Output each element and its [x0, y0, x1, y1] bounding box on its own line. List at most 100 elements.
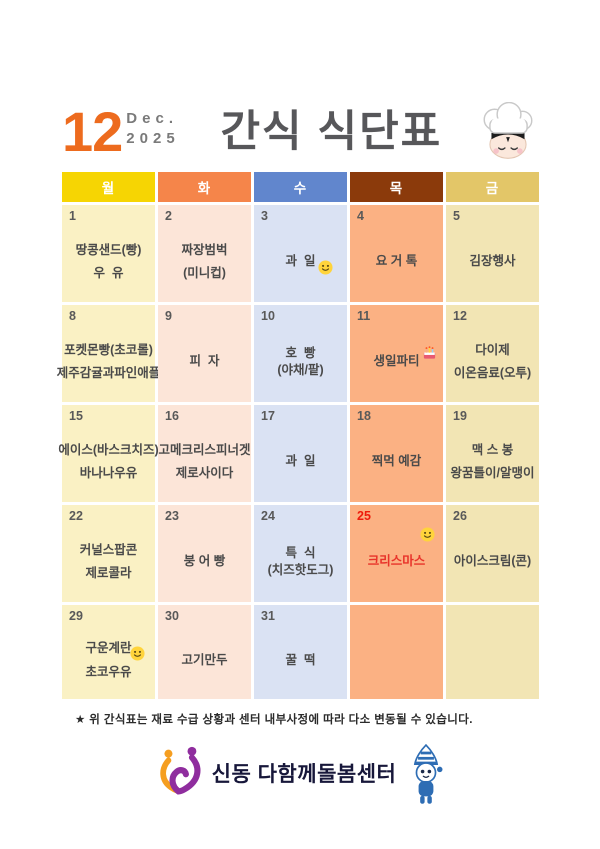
date-label: 5	[453, 209, 460, 223]
calendar-cell-29: 29 구운계란 초코우유	[62, 605, 155, 699]
date-label: 31	[261, 609, 275, 623]
year-label: 2025	[126, 129, 180, 147]
menu-item-text: 꿀 떡	[285, 652, 316, 667]
poster-header: 12 Dec. 2025 간식 식단표	[62, 96, 539, 168]
date-label: 26	[453, 509, 467, 523]
menu-item-text: 제로콜라	[85, 566, 132, 580]
calendar-cell-23: 23 붕 어 빵	[158, 505, 251, 602]
cell-menu-lines: 피 자	[160, 331, 249, 392]
menu-item-text: (야채/팥)	[277, 362, 324, 377]
cell-menu-lines: 붕 어 빵	[160, 531, 249, 592]
footer-logo-row: 신동 다함께돌봄센터	[0, 743, 600, 806]
date-label: 24	[261, 509, 275, 523]
cell-menu-lines: 포켓몬빵(초코롤) 제주감귤과파인애플	[57, 331, 161, 392]
day-header-mon: 월	[62, 172, 155, 202]
date-label: 3	[261, 209, 268, 223]
menu-item-text: 찍먹 예감	[371, 454, 422, 469]
mascot-icon	[408, 743, 444, 806]
menu-item-text: 다이제	[475, 342, 510, 357]
menu-item-text: 피 자	[189, 354, 220, 369]
menu-item-text: 맥 스 봉	[471, 442, 514, 457]
calendar-cell-4: 4 요 거 톡	[350, 205, 443, 302]
menu-item-text: 왕꿈틀이/알맹이	[450, 466, 535, 480]
calendar-cell-31: 31 꿀 떡	[254, 605, 347, 699]
month-number: 12	[62, 99, 123, 163]
calendar-cell-empty	[350, 605, 443, 699]
menu-item-text: 특 식	[285, 546, 316, 561]
calendar-cell-8: 8 포켓몬빵(초코롤) 제주감귤과파인애플	[57, 305, 161, 402]
date-label: 10	[261, 309, 275, 323]
date-label: 18	[357, 409, 371, 423]
date-label: 9	[165, 309, 172, 323]
date-label: 2	[165, 209, 172, 223]
calendar-cell-5: 5 김장행사	[446, 205, 539, 302]
date-label: 19	[453, 409, 467, 423]
calendar-cell-11: 11 생일파티	[350, 305, 443, 402]
cell-menu-lines: 크리스마스	[352, 531, 441, 592]
day-header-fri: 금	[446, 172, 539, 202]
day-header-tue: 화	[158, 172, 251, 202]
cell-menu-lines: 짜장범벅 (미니컵)	[160, 231, 249, 292]
menu-item-text: 땅콩샌드(빵)	[75, 242, 142, 257]
menu-item-text: 구운계란	[85, 641, 132, 656]
calendar-cell-26: 26 아이스크림(콘)	[446, 505, 539, 602]
cell-menu-lines: 땅콩샌드(빵) 우 유	[64, 231, 153, 292]
date-label: 22	[69, 509, 83, 523]
calendar-cell-30: 30 고기만두	[158, 605, 251, 699]
menu-item-text: 붕 어 빵	[183, 554, 226, 569]
menu-item-text: 커널스팝콘	[79, 542, 138, 557]
smiley-icon	[318, 260, 333, 275]
menu-item-text: (미니컵)	[183, 266, 226, 280]
menu-item-text: 에이스(바스크치즈)	[58, 442, 159, 457]
month-block: 12 Dec. 2025	[62, 99, 180, 163]
date-label: 25	[357, 509, 371, 523]
cell-menu-lines: 꿀 떡	[256, 631, 345, 689]
calendar-cell-18: 18 찍먹 예감	[350, 405, 443, 502]
date-label: 12	[453, 309, 467, 323]
calendar-cell-25: 25 크리스마스	[350, 505, 443, 602]
cell-menu-lines: 아이스크림(콘)	[448, 531, 537, 592]
cell-menu-lines: 에이스(바스크치즈) 바나나우유	[58, 431, 158, 492]
date-label: 16	[165, 409, 179, 423]
calendar-grid: 월 화 수 목 금 1 땅콩샌드(빵) 우 유 2 짜장범벅 (미니컵) 3 과 일 4 요 거 톡 5 김장행…	[57, 172, 539, 699]
calendar-cell-17: 17 과 일	[254, 405, 347, 502]
menu-item-text: 요 거 톡	[375, 254, 418, 269]
calendar-cell-3: 3 과 일	[254, 205, 347, 302]
month-abbr: Dec.	[126, 109, 178, 127]
menu-item-text: 김장행사	[469, 254, 516, 269]
cell-menu-lines: 호 빵 (야채/팥)	[256, 331, 345, 392]
cell-menu-lines: 다이제 이온음료(오투)	[448, 331, 537, 392]
date-label: 11	[357, 309, 371, 323]
footnote: ★ 위 간식표는 재료 수급 상황과 센터 내부사정에 따라 다소 변동될 수 …	[75, 714, 473, 726]
heart-logo-icon	[156, 746, 202, 800]
menu-item-text: 초코우유	[85, 664, 132, 679]
cell-menu-lines: 찍먹 예감	[352, 431, 441, 492]
menu-item-text: 크리스마스	[367, 554, 426, 569]
calendar-cell-10: 10 호 빵 (야채/팥)	[254, 305, 347, 402]
cell-menu-lines: 과 일	[256, 231, 345, 292]
menu-item-text: 호 빵	[285, 346, 316, 361]
menu-item-text: 제주감귤과파인애플	[56, 366, 161, 380]
calendar-cell-2: 2 짜장범벅 (미니컵)	[158, 205, 251, 302]
menu-item-text: 포켓몬빵(초코롤)	[64, 342, 153, 357]
menu-item-text: 과 일	[285, 254, 316, 269]
menu-item-text: 고메크리스피너겟	[158, 442, 251, 457]
smiley-icon	[130, 646, 145, 661]
menu-item-text: 제로사이다	[175, 466, 234, 480]
date-label: 15	[69, 409, 83, 423]
calendar-cell-12: 12 다이제 이온음료(오투)	[446, 305, 539, 402]
menu-item-text: 생일파티	[373, 354, 420, 369]
menu-item-text: 짜장범벅	[181, 242, 228, 257]
calendar-cell-empty	[446, 605, 539, 699]
day-header-wed: 수	[254, 172, 347, 202]
cake-icon	[422, 345, 437, 360]
date-label: 23	[165, 509, 179, 523]
cell-menu-lines	[352, 631, 441, 689]
calendar-cell-15: 15 에이스(바스크치즈) 바나나우유	[58, 405, 159, 502]
menu-item-text: 고기만두	[181, 652, 228, 667]
